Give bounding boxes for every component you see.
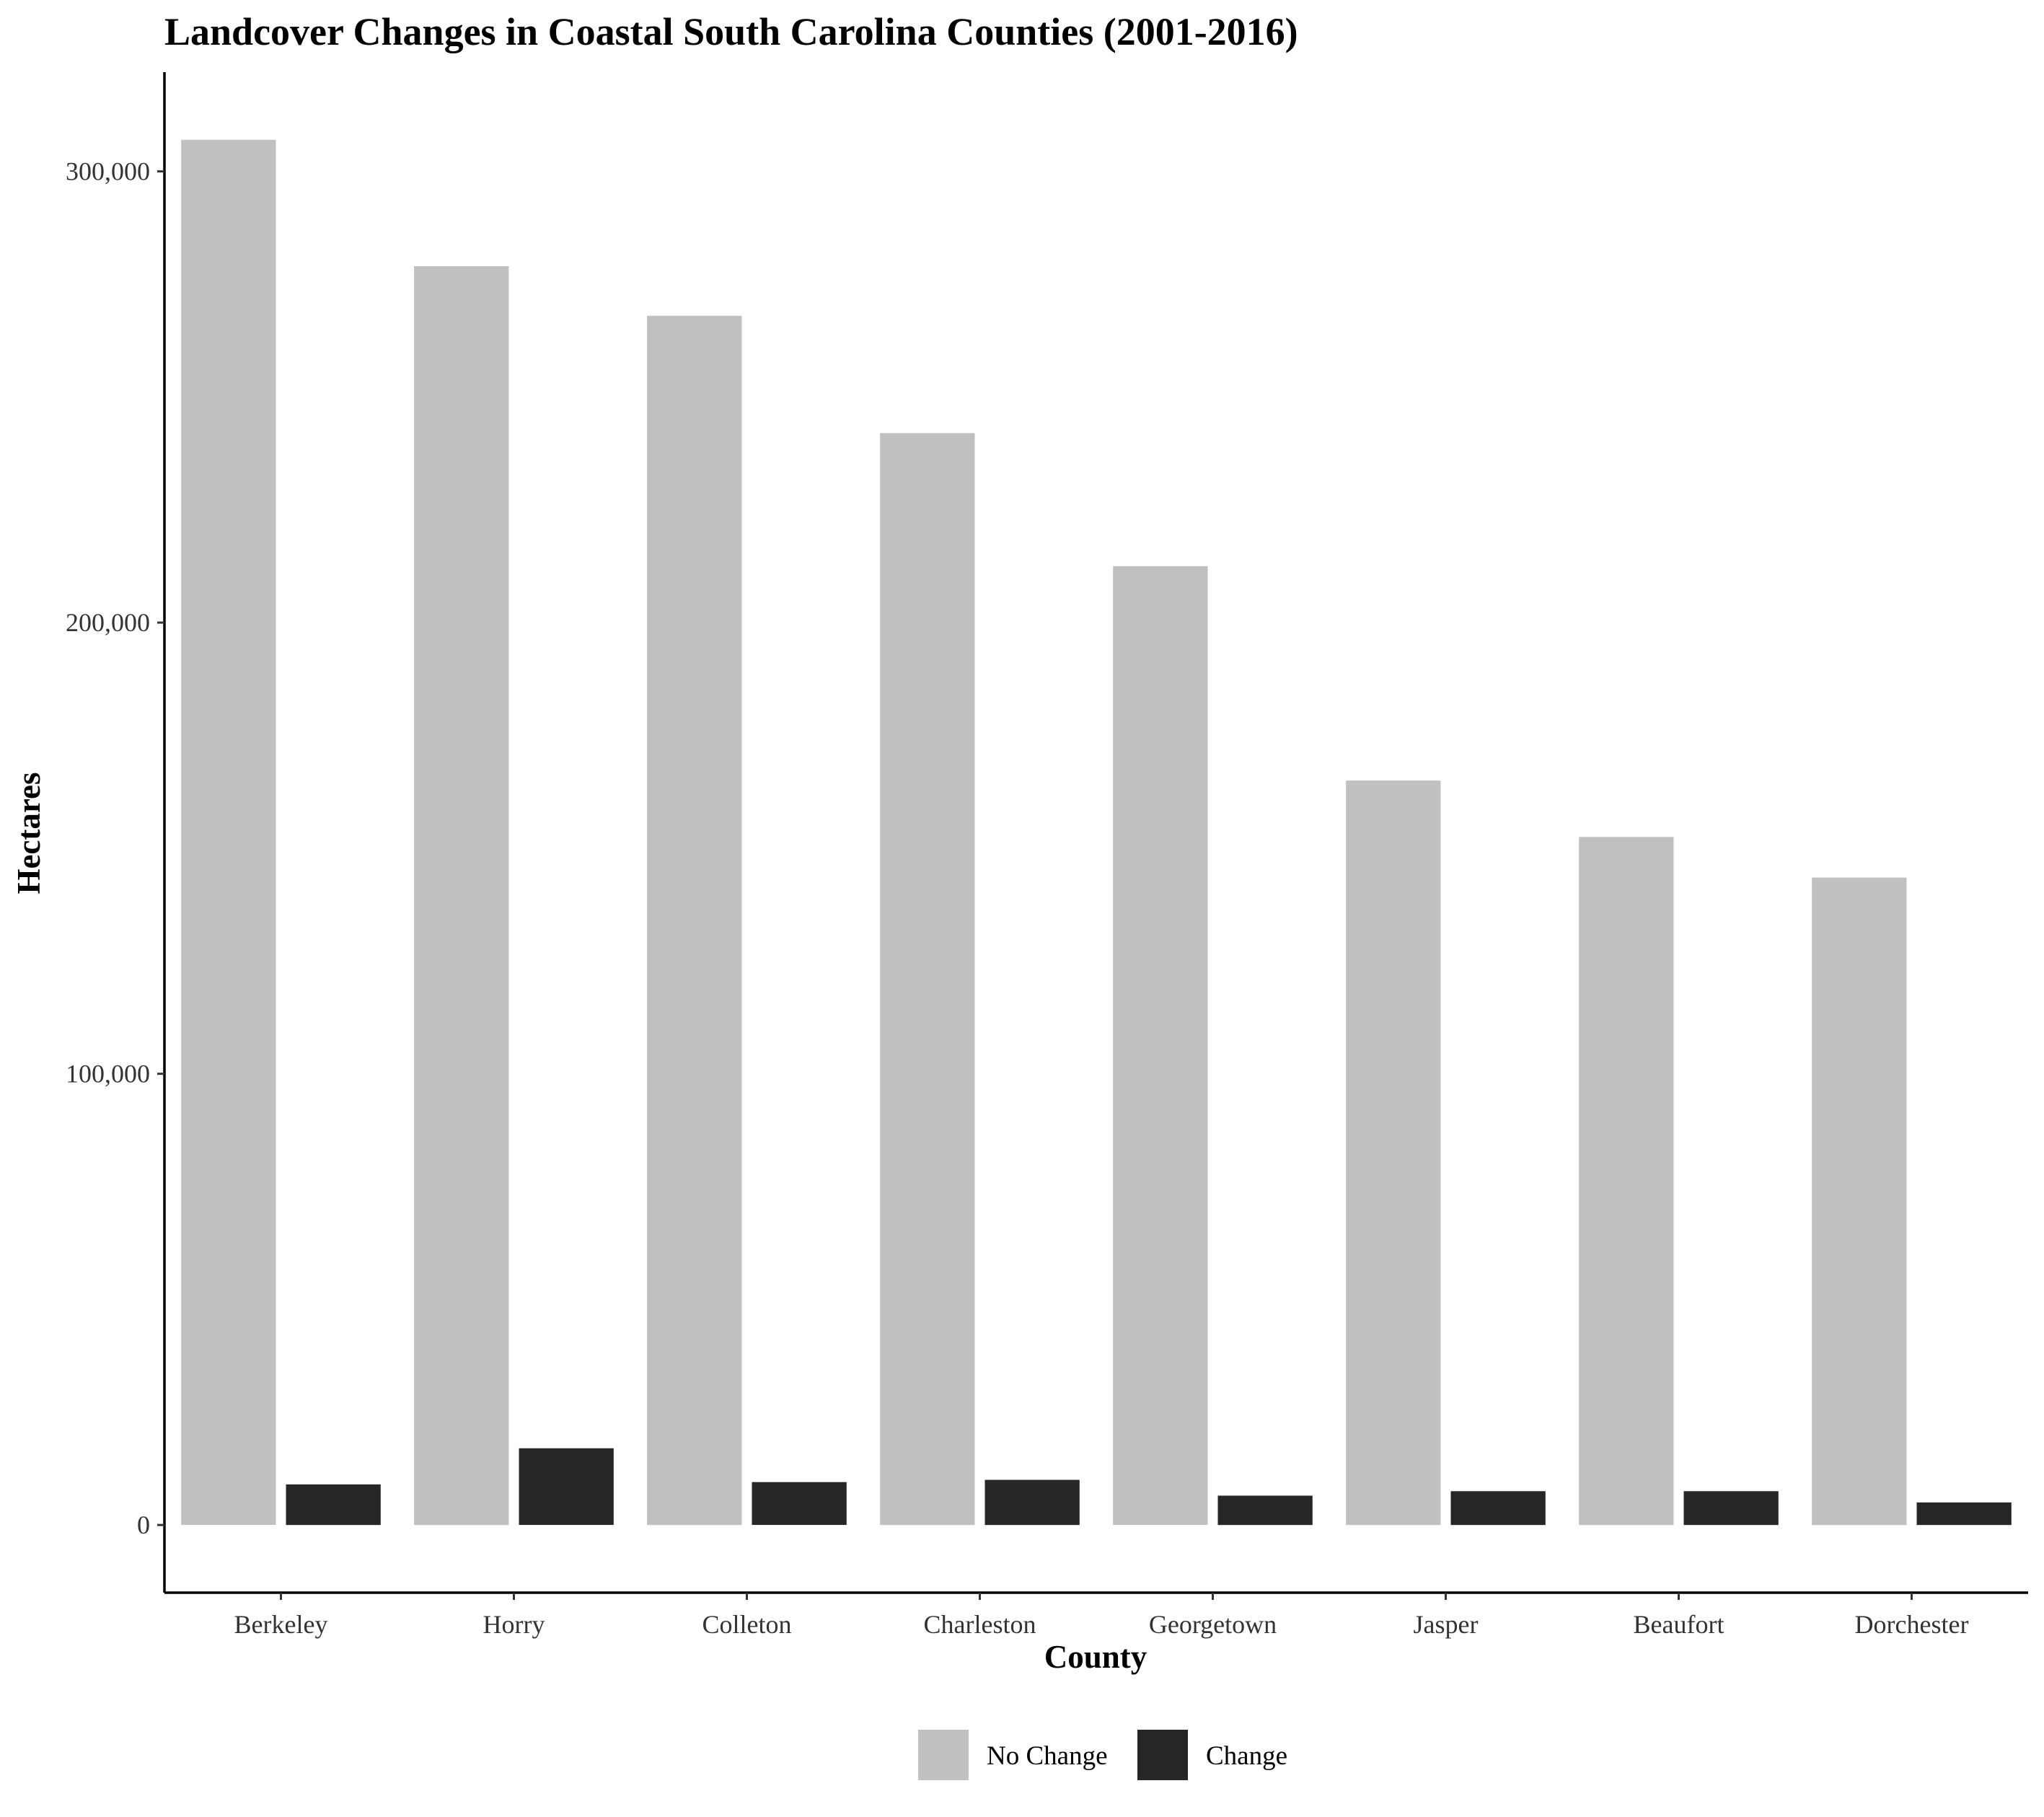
x-tick-label: Berkeley (234, 1610, 328, 1639)
y-tick-label: 200,000 (66, 608, 150, 637)
legend-key-no-change (918, 1730, 969, 1780)
bar-no-change-jasper (1346, 780, 1441, 1526)
bars-group (181, 139, 2012, 1526)
bar-change-georgetown (1217, 1495, 1313, 1526)
bar-change-jasper (1450, 1491, 1546, 1526)
x-tick-label: Charleston (924, 1610, 1036, 1639)
bar-no-change-georgetown (1113, 566, 1208, 1526)
bar-no-change-charleston (880, 433, 975, 1526)
bar-change-berkeley (286, 1484, 381, 1526)
bar-no-change-beaufort (1579, 837, 1674, 1526)
bar-change-beaufort (1683, 1491, 1779, 1526)
legend-label-change: Change (1206, 1741, 1287, 1771)
y-tick-label: 100,000 (66, 1060, 150, 1088)
x-tick-label: Georgetown (1149, 1610, 1277, 1639)
bar-no-change-horry (414, 266, 509, 1526)
x-tick-label: Dorchester (1855, 1610, 1969, 1639)
bar-change-charleston (984, 1479, 1080, 1526)
axes-group: 0 100,000 200,000 300,000 Berkeley Horry Colle… (66, 72, 2028, 1639)
chart-title: Landcover Changes in Coastal South Carol… (164, 10, 1298, 53)
x-tick-label: Horry (483, 1610, 545, 1639)
y-tick-label: 0 (137, 1510, 150, 1539)
x-axis-title: County (1044, 1639, 1147, 1675)
legend-label-no-change: No Change (987, 1741, 1108, 1771)
bar-no-change-colleton (647, 315, 742, 1526)
x-tick-label: Beaufort (1634, 1610, 1724, 1639)
legend: No Change Change (918, 1730, 1287, 1780)
bar-change-horry (519, 1448, 614, 1526)
y-tick-label: 300,000 (66, 157, 150, 186)
legend-key-change (1137, 1730, 1188, 1780)
bar-no-change-berkeley (181, 139, 276, 1526)
bar-change-colleton (752, 1482, 847, 1526)
x-tick-label: Jasper (1414, 1610, 1479, 1639)
bar-change-dorchester (1916, 1502, 2012, 1526)
x-tick-label: Colleton (702, 1610, 792, 1639)
bar-no-change-dorchester (1812, 877, 1907, 1526)
y-axis-title: Hectares (11, 772, 47, 894)
